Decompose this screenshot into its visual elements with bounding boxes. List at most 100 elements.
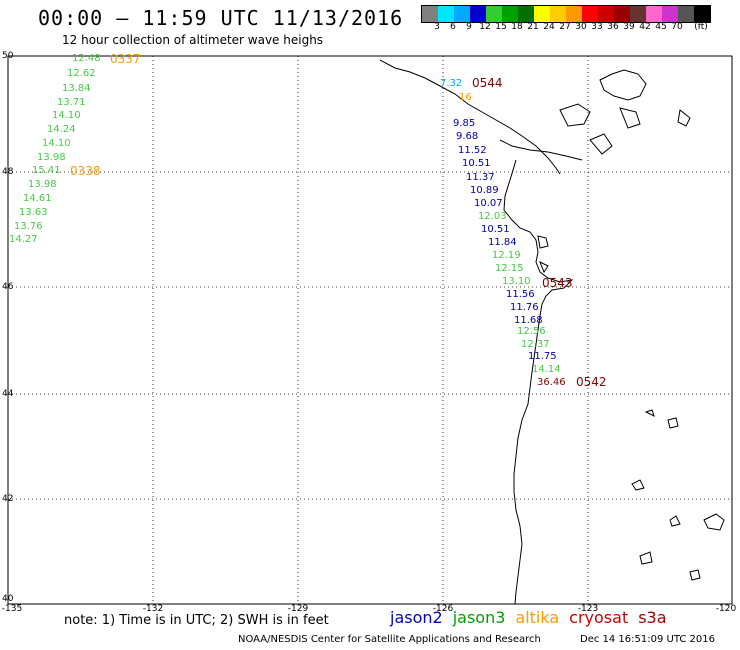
swh-observation: 16: [459, 92, 472, 103]
footer-note: note: 1) Time is in UTC; 2) SWH is in fe…: [64, 613, 329, 628]
color-scale-label: 42: [639, 22, 651, 32]
color-swatch: [582, 6, 598, 22]
color-scale-label: 39: [623, 22, 635, 32]
satellite-legend-item: jason2: [390, 608, 443, 627]
swh-observation: 10.51: [481, 224, 510, 235]
swh-observation: 9.85: [453, 118, 476, 129]
swh-observation: 15.41: [32, 165, 61, 176]
swh-observation: 12.19: [492, 250, 521, 261]
color-swatch: [598, 6, 614, 22]
color-scale-label: 70: [671, 22, 683, 32]
color-scale-bar: [421, 5, 711, 23]
pass-time-label: 0337: [110, 52, 141, 66]
swh-observation: 11.84: [488, 237, 517, 248]
swh-observation: 14.61: [23, 193, 52, 204]
pass-time-label: 0543: [542, 276, 573, 290]
swh-observation: 13.76: [14, 221, 43, 232]
color-scale-label: (ft): [694, 22, 708, 32]
lon-label: -126: [432, 604, 454, 614]
satellite-legend: jason2 jason3 altika cryosat s3a: [390, 608, 677, 627]
satellite-legend-item: jason3: [452, 608, 506, 627]
color-swatch: [502, 6, 518, 22]
color-scale-label: 36: [607, 22, 619, 32]
swh-observation: 7.32: [440, 78, 463, 89]
map-frame: [7, 55, 733, 605]
lon-label: -135: [1, 604, 23, 614]
swh-observation: 11.76: [510, 302, 539, 313]
color-swatch: [438, 6, 454, 22]
color-scale-label: 21: [527, 22, 539, 32]
footer-credit: NOAA/NESDIS Center for Satellite Applica…: [238, 634, 541, 645]
color-scale-label: 12: [479, 22, 491, 32]
color-scale-label: 45: [655, 22, 667, 32]
swh-observation: 13.71: [57, 97, 86, 108]
swh-observation: 10.51: [462, 158, 491, 169]
lon-label: -120: [715, 604, 737, 614]
swh-observation: 12.62: [67, 68, 96, 79]
lat-label: 42: [2, 494, 14, 504]
color-swatch: [630, 6, 646, 22]
swh-observation: 14.10: [52, 110, 81, 121]
color-swatch: [662, 6, 678, 22]
swh-observation: 13.98: [28, 179, 57, 190]
lat-label: 50: [2, 51, 14, 61]
swh-observation: 13.63: [19, 207, 48, 218]
swh-observation: 14.27: [9, 234, 38, 245]
pass-time-label: 0544: [472, 76, 503, 90]
color-scale-label: 30: [575, 22, 587, 32]
color-swatch: [694, 6, 710, 22]
swh-observation: 12.48: [72, 53, 101, 64]
swh-observation: 13.84: [62, 83, 91, 94]
color-scale-label: 9: [466, 22, 472, 32]
color-swatch: [614, 6, 630, 22]
lon-label: -123: [577, 604, 599, 614]
swh-observation: 12.15: [495, 263, 524, 274]
swh-observation: 14.24: [47, 124, 76, 135]
color-scale-label: 18: [511, 22, 523, 32]
swh-observation: 11.68: [514, 315, 543, 326]
coastline: [379, 59, 725, 605]
satellite-legend-item: altika: [515, 608, 560, 627]
color-swatch: [566, 6, 582, 22]
lat-label: 44: [2, 389, 14, 399]
pass-time-label: 0338: [70, 164, 101, 178]
swh-observation: 11.37: [466, 172, 495, 183]
swh-observation: 14.14: [532, 364, 561, 375]
swh-observation: 9.68: [456, 131, 479, 142]
map-canvas: [7, 55, 733, 605]
lat-label: 40: [2, 594, 14, 604]
swh-observation: 14.10: [42, 138, 71, 149]
color-scale-label: 6: [450, 22, 456, 32]
lon-label: -132: [142, 604, 164, 614]
swh-observation: 11.52: [458, 145, 487, 156]
color-swatch: [470, 6, 486, 22]
color-swatch: [646, 6, 662, 22]
color-swatch: [486, 6, 502, 22]
swh-observation: 10.89: [470, 185, 499, 196]
map-subtitle: 12 hour collection of altimeter wave hei…: [62, 33, 324, 47]
map-grid: [8, 56, 732, 604]
footer-timestamp: Dec 14 16:51:09 UTC 2016: [580, 634, 715, 645]
color-scale-label: 15: [495, 22, 507, 32]
swh-observation: 10.07: [474, 198, 503, 209]
swh-observation: 11.75: [528, 351, 557, 362]
swh-observation: 12.03: [478, 211, 507, 222]
color-swatch: [678, 6, 694, 22]
pass-time-label: 0542: [576, 375, 607, 389]
swh-observation: 13.10: [502, 276, 531, 287]
lat-label: 46: [2, 282, 14, 292]
lat-label: 48: [2, 167, 14, 177]
swh-observation: 13.98: [37, 152, 66, 163]
color-swatch: [534, 6, 550, 22]
color-scale-label: 3: [434, 22, 440, 32]
swh-observation: 36.46: [537, 377, 566, 388]
color-scale-label: 33: [591, 22, 603, 32]
color-swatch: [550, 6, 566, 22]
satellite-legend-item: s3a: [638, 608, 667, 627]
color-swatch: [518, 6, 534, 22]
color-scale-label: 27: [559, 22, 571, 32]
color-swatch: [454, 6, 470, 22]
color-scale-label: 24: [543, 22, 555, 32]
map-title: 00:00 – 11:59 UTC 11/13/2016: [38, 6, 404, 30]
color-scale-labels: 3 6 9 12 15 18 21 24 27 30 33 36 39 42 45 70 (ft): [421, 22, 740, 36]
